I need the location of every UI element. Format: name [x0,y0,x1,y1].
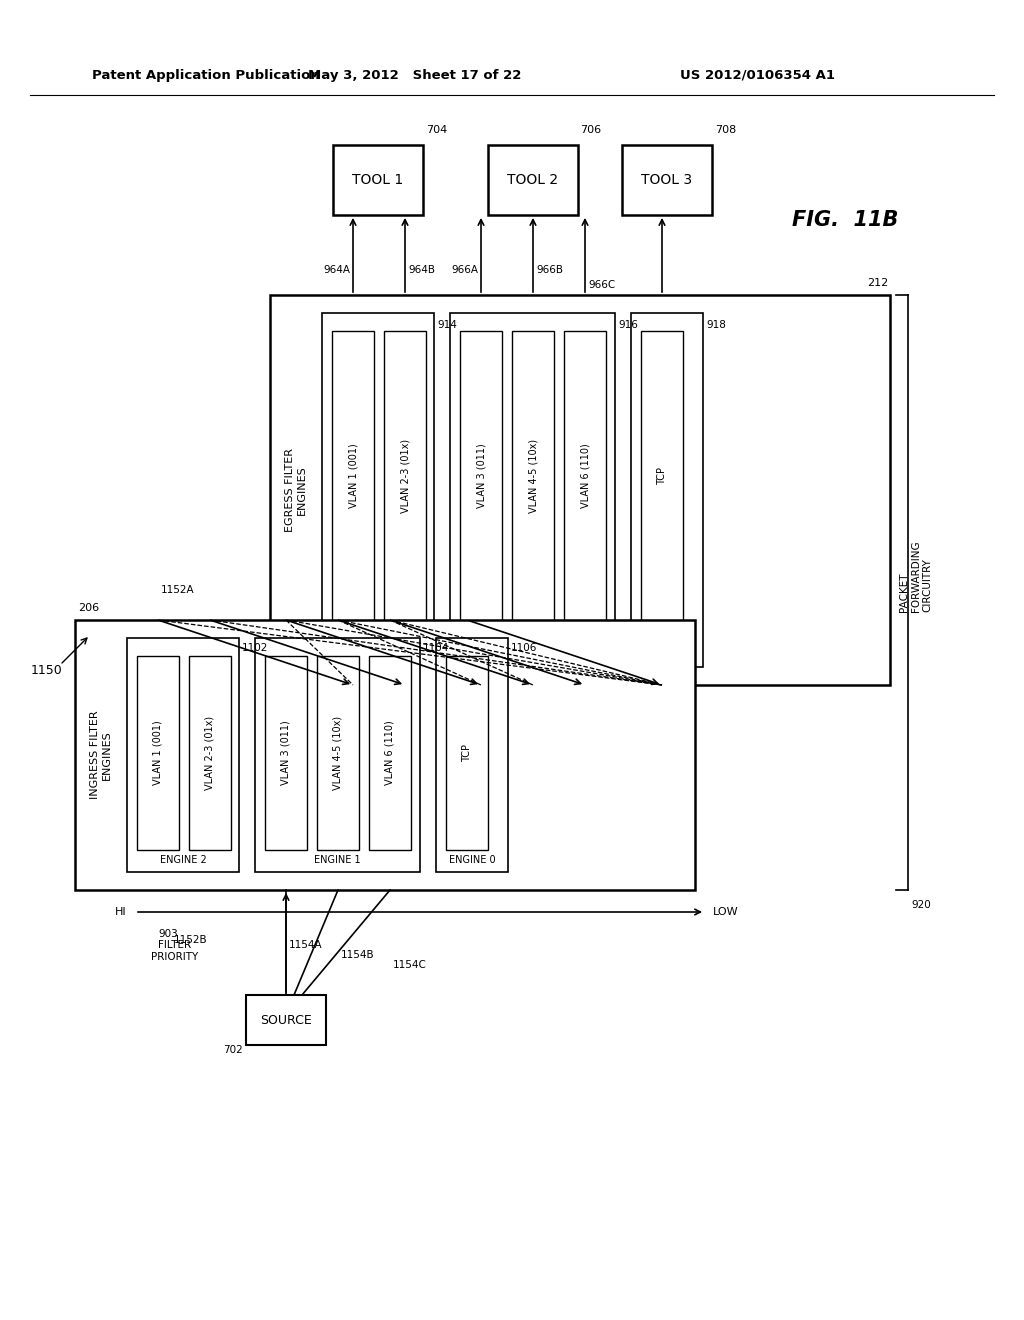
Text: LOW: LOW [713,907,738,917]
Bar [322,313,434,667]
Bar [265,656,307,850]
Bar [450,313,615,667]
Text: US 2012/0106354 A1: US 2012/0106354 A1 [680,69,835,82]
Bar [75,620,695,890]
Text: TOOL 1: TOOL 1 [352,173,403,187]
Bar [189,656,231,850]
Text: PACKET
FORWARDING
CIRCUITRY: PACKET FORWARDING CIRCUITRY [899,541,933,612]
Text: TCP: TCP [462,744,472,762]
Text: 964B: 964B [408,265,435,275]
Text: 206: 206 [78,603,99,612]
Bar [384,331,426,620]
Text: 1152A: 1152A [161,585,195,595]
Text: INGRESS FILTER
ENGINES: INGRESS FILTER ENGINES [90,710,112,800]
Text: 916: 916 [618,319,638,330]
Text: 914: 914 [437,319,457,330]
Text: 903: 903 [158,929,178,939]
Text: 918: 918 [706,319,726,330]
Bar [317,656,359,850]
Text: EGRESS FILTER
ENGINES: EGRESS FILTER ENGINES [286,447,307,532]
Text: 1154B: 1154B [341,950,375,960]
Text: SOURCE: SOURCE [260,1014,312,1027]
Text: VLAN 1 (001): VLAN 1 (001) [348,444,358,508]
Text: 1154C: 1154C [393,960,427,970]
Text: VLAN 3 (011): VLAN 3 (011) [476,444,486,508]
Text: 1150: 1150 [31,664,62,676]
Text: 966A: 966A [451,265,478,275]
Bar [270,294,890,685]
Text: ENGINE 2: ENGINE 2 [160,855,207,865]
Text: FILTER
PRIORITY: FILTER PRIORITY [152,940,199,961]
Text: VLAN 1 (001): VLAN 1 (001) [153,721,163,785]
Text: 708: 708 [715,125,736,135]
Text: ENGINE 0: ENGINE 0 [449,855,496,865]
Text: 1154A: 1154A [289,940,323,950]
Text: 966C: 966C [588,280,615,290]
Bar [255,638,420,873]
Text: FIG.  11B: FIG. 11B [792,210,898,230]
Bar [460,331,502,620]
Text: 920: 920 [911,900,931,909]
Text: 1102: 1102 [242,643,268,653]
Text: Patent Application Publication: Patent Application Publication [92,69,319,82]
Bar [127,638,239,873]
Text: ENGINE 1: ENGINE 1 [314,855,360,865]
Text: 1104: 1104 [423,643,450,653]
Text: VLAN 2-3 (01x): VLAN 2-3 (01x) [400,440,410,513]
Bar [512,331,554,620]
Text: May 3, 2012   Sheet 17 of 22: May 3, 2012 Sheet 17 of 22 [308,69,521,82]
Text: VLAN 3 (011): VLAN 3 (011) [281,721,291,785]
Text: 1152B: 1152B [173,935,207,945]
Text: 702: 702 [223,1045,243,1055]
Text: VLAN 2-3 (01x): VLAN 2-3 (01x) [205,715,215,791]
Text: TOOL 3: TOOL 3 [641,173,692,187]
Bar [641,331,683,620]
Text: HI: HI [116,907,127,917]
Text: VLAN 4-5 (10x): VLAN 4-5 (10x) [333,715,343,791]
Text: VLAN 6 (110): VLAN 6 (110) [580,444,590,508]
Text: 212: 212 [866,279,888,288]
Text: TCP: TCP [657,467,667,484]
Text: TOOL 2: TOOL 2 [507,173,558,187]
Bar [246,995,326,1045]
Bar [631,313,703,667]
Text: VLAN 6 (110): VLAN 6 (110) [385,721,395,785]
Bar [333,145,423,215]
Bar [369,656,411,850]
Text: VLAN 4-5 (10x): VLAN 4-5 (10x) [528,440,538,513]
Text: 706: 706 [581,125,602,135]
Bar [622,145,712,215]
Text: 966B: 966B [536,265,563,275]
Bar [137,656,179,850]
Bar [436,638,508,873]
Bar [487,145,578,215]
Text: 704: 704 [426,125,447,135]
Bar [446,656,488,850]
Bar [332,331,374,620]
Bar [564,331,606,620]
Text: 964A: 964A [323,265,350,275]
Text: 1106: 1106 [511,643,538,653]
